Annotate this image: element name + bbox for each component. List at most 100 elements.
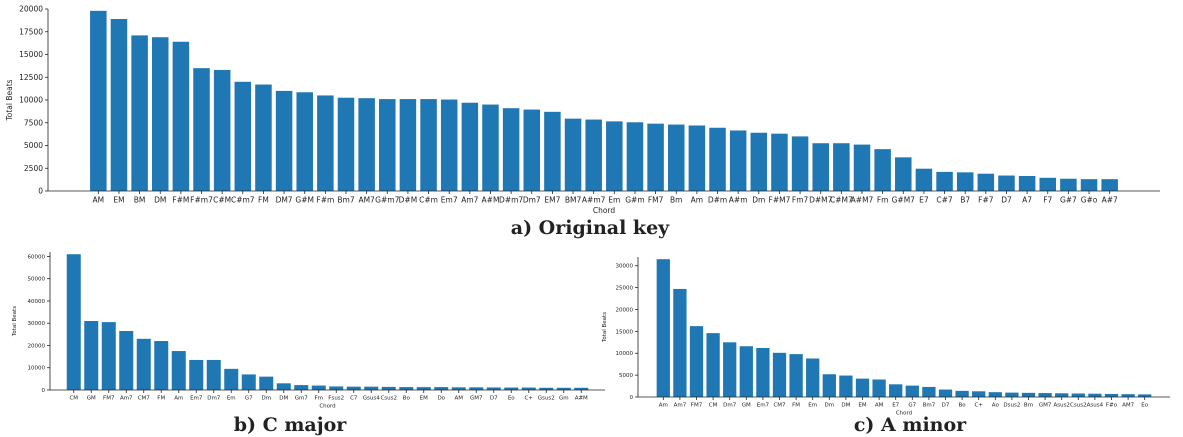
bar-G#m [626,122,644,191]
x-tick-label: D#m [708,196,727,205]
bar-C#M7 [833,143,850,191]
chart-c-major: 0 10000 20000 30000 40000 50000 60000 CM GM FM7 Am… [12,252,605,410]
x-tick-label: CM7 [138,396,151,402]
x-tick-label: Gsus2 [538,396,555,402]
bar-Do [434,387,449,390]
bar-Asus2 [1055,393,1069,397]
x-tick-label: GM7 [470,396,483,402]
y-tick-label: 7500 [24,118,43,127]
bar-Am7 [461,102,479,191]
bar-A#m7 [585,119,602,191]
bar-E7 [915,168,933,191]
bar-F#M [172,41,190,192]
y-tick-label: 5000 [619,373,633,379]
bar-GM [739,346,753,397]
x-tick-label: Am7 [674,403,687,409]
bar-Dm [822,374,836,397]
x-tick-label: Dm7 [207,396,221,402]
y-tick-label: 50000 [28,277,46,283]
bar-EM7 [544,111,561,191]
bar-Dm [750,132,768,191]
x-tick-label: D7 [942,403,950,409]
x-tick-label: DM [279,396,288,402]
y-tick-label: 0 [42,388,46,394]
x-tick-label: D#m7 [499,196,523,205]
bar-Fm [311,385,326,390]
bar-FM7 [647,123,664,191]
x-tick-label: Dm [752,196,765,205]
x-tick-label: EM [858,403,866,409]
bar-Dm [259,376,274,390]
x-tick-label: C#m7 [231,196,255,205]
chart-a-minor: 0 5000 10000 15000 20000 25000 30000 Am Am7 FM7 CM… [602,257,1170,417]
bar-C+ [972,391,986,397]
x-axis-label: Chord [896,411,912,417]
bar-A7 [1018,175,1036,191]
x-tick-label: Dm7 [723,403,737,409]
y-tick-label: 0 [38,187,43,196]
bar-A#M7 [853,144,871,191]
x-tick-label: D7 [1001,196,1012,205]
bar-D#M7 [812,143,829,191]
bar-DM [839,375,853,397]
x-tick-label: Am [174,396,183,402]
bar-DM [276,383,291,390]
bar-C#m [420,99,437,191]
bar-F#m7 [193,68,210,191]
y-tick-label: 5000 [24,141,43,150]
bar-C#M [213,69,231,191]
x-tick-label: Fm7 [792,196,809,205]
x-tick-label: G#m [625,196,644,205]
x-tick-label: C#m [419,196,438,205]
bar-D#m7 [502,108,520,191]
x-tick-label: F#o [1106,403,1118,409]
y-tick-label: 40000 [28,299,46,305]
bar-GM [84,321,99,390]
x-tick-label: FM7 [648,196,664,205]
x-tick-label: F#7 [978,196,994,205]
x-tick-label: D#M7 [809,196,833,205]
x-tick-label: FM [258,196,269,205]
bar-Em7 [756,348,770,397]
x-tick-label: EM [420,396,428,402]
x-tick-label: FM7 [691,403,703,409]
x-tick-label: C#7 [936,196,953,205]
bar-CM7 [772,352,787,397]
chart-original-key: 0 2500 5000 7500 10000 12500 15000 17500 20000 AM… [5,5,1160,215]
x-tick-label: EM7 [544,196,560,205]
x-tick-label: GM [742,403,751,409]
x-tick-label: Fsus2 [328,396,344,402]
x-tick-label: Em [808,403,817,409]
bar-FM7 [689,326,704,397]
x-tick-label: G#M7 [892,196,916,205]
bar-DM [151,37,169,192]
x-tick-label: CM [709,403,718,409]
x-tick-label: Csus2 [1070,403,1087,409]
y-tick-label: 15000 [616,329,634,335]
x-tick-label: Eo [508,396,515,402]
bar-Bm7 [337,97,355,191]
x-tick-label: D7 [490,396,498,402]
y-axis-label: Total Beats [12,306,18,337]
bar-EM [416,387,431,390]
y-tick-label: 25000 [616,286,634,292]
bar-F#M7 [771,133,788,191]
bar-Bm [1021,392,1036,397]
x-tick-label: Ao [992,403,1000,409]
x-tick-label: CM [69,396,78,402]
bar-Em [606,121,623,191]
x-tick-label: CM7 [773,403,786,409]
bar-Em7 [440,99,458,191]
bar-G7 [905,385,919,397]
bar-Dm7 [206,359,221,390]
x-tick-label: EM [113,196,124,205]
x-tick-label: A#7 [1102,196,1118,205]
bar-G#7 [1060,178,1077,191]
x-tick-label: D#M [399,196,418,205]
x-tick-label: Csus2 [380,396,397,402]
x-tick-label: BM [134,196,146,205]
x-tick-label: Am7 [120,396,133,402]
x-tick-label: Em7 [441,196,458,205]
x-tick-label: Em [227,396,236,402]
bar-Dsus2 [1005,392,1019,397]
